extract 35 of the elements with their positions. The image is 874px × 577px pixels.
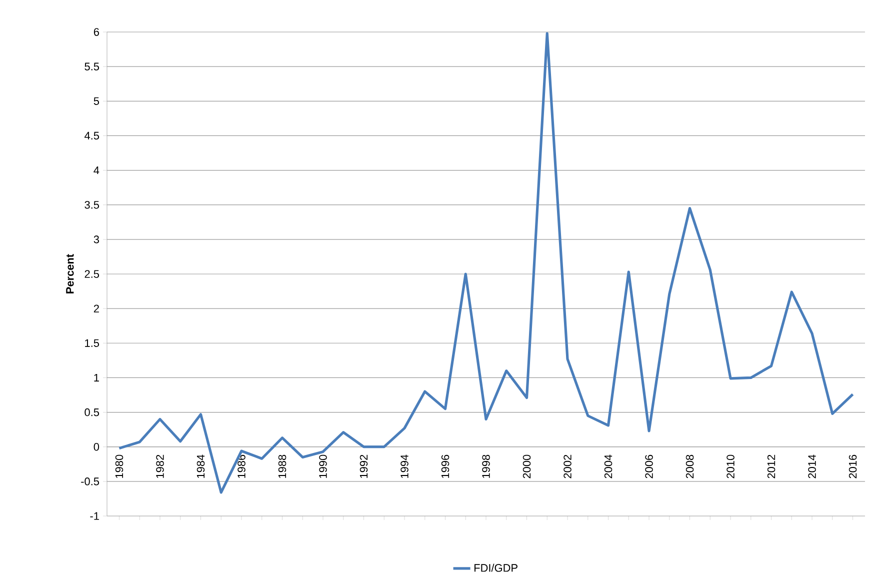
x-tick-label: 1992 (360, 454, 368, 478)
y-tick-label: -1 (90, 512, 99, 520)
x-tick-label: 1984 (196, 454, 205, 478)
x-tick-label: 2000 (522, 454, 531, 478)
x-tick-label: 2012 (767, 454, 776, 478)
x-tick-label: 1990 (319, 454, 327, 478)
x-tick-label: 1980 (115, 454, 124, 478)
x-tick-label: 2006 (645, 454, 653, 478)
x-tick-label: 1988 (278, 454, 286, 478)
y-tick-label: 3.5 (84, 200, 100, 209)
legend-label: FDI/GDP (474, 564, 518, 572)
x-tick-label: 2016 (848, 454, 857, 478)
y-tick-label: 1 (94, 374, 99, 382)
y-tick-label: 4.5 (84, 132, 100, 140)
x-tick-label: 1982 (156, 454, 164, 478)
x-tick-label: 2004 (604, 454, 612, 478)
y-tick-label: 0 (94, 442, 100, 451)
y-tick-label: -0.5 (81, 477, 100, 486)
y-tick-label: 1.5 (85, 339, 100, 347)
x-tick-label: 1996 (441, 454, 450, 478)
y-tick-label: 4 (94, 166, 100, 174)
y-tick-label: 5.5 (84, 62, 100, 70)
y-axis-title: Percent (66, 254, 74, 294)
x-tick-label: 1994 (400, 454, 408, 478)
y-tick-label: 2 (94, 304, 99, 312)
y-tick-label: 3 (94, 235, 99, 244)
x-tick-label: 2002 (564, 454, 572, 478)
y-tick-label: 2.5 (84, 270, 100, 278)
y-tick-label: 6 (94, 28, 99, 36)
x-tick-label: 1998 (482, 454, 490, 478)
x-tick-label: 2010 (726, 454, 734, 478)
y-tick-label: 0.5 (84, 408, 100, 416)
y-tick-label: 5 (94, 97, 100, 105)
x-tick-label: 2014 (808, 454, 816, 478)
x-tick-label: 2008 (686, 454, 694, 478)
